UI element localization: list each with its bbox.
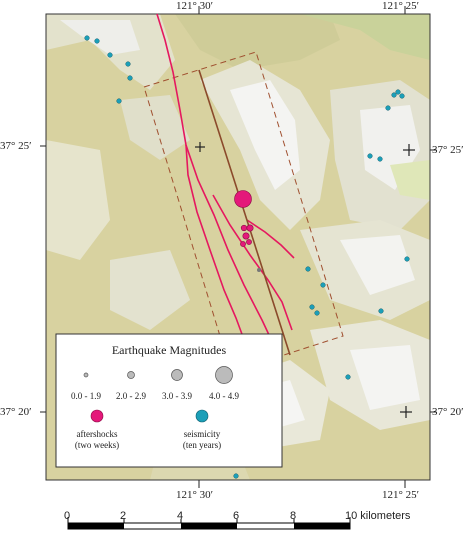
coord-top-left: 121° 30′ <box>176 0 214 12</box>
coord-top-right: 121° 25′ <box>382 0 420 12</box>
legend-seismicity-symbol <box>195 409 209 423</box>
legend-range-2: 2.0 - 2.9 <box>116 391 146 401</box>
seismicity-points <box>84 35 410 479</box>
legend-magnitude-symbols <box>83 366 233 384</box>
scale-end-label: 10 kilometers <box>345 510 411 522</box>
legend-title: Earthquake Magnitudes <box>111 343 227 357</box>
study-area-box <box>143 51 344 373</box>
scale-tick-0: 0 <box>64 510 71 522</box>
legend-range-1: 0.0 - 1.9 <box>71 391 101 401</box>
coord-left-upper: 37° 25′ <box>0 140 32 152</box>
legend-seismicity-sub: (ten years) <box>182 440 222 450</box>
graticule-crosses <box>195 142 415 418</box>
rupture-trace <box>198 69 291 356</box>
graticule-ticks <box>40 6 436 488</box>
scale-tick-8: 8 <box>290 510 297 522</box>
small-quake <box>257 268 261 272</box>
scale-tick-2: 2 <box>120 510 127 522</box>
scale-bar <box>67 517 351 530</box>
coord-bottom-right: 121° 25′ <box>382 489 420 501</box>
legend-box <box>55 333 283 468</box>
legend-seismicity-label: seismicity <box>183 429 221 439</box>
coord-bottom-left: 121° 30′ <box>176 489 214 501</box>
scale-tick-6: 6 <box>233 510 240 522</box>
legend-aftershock-symbol <box>90 409 104 423</box>
aftershock-points <box>234 190 254 247</box>
legend-range-4: 4.0 - 4.9 <box>209 391 239 401</box>
legend-range-3: 3.0 - 3.9 <box>162 391 192 401</box>
scale-tick-4: 4 <box>177 510 184 522</box>
coord-right-upper: 37° 25′ <box>432 144 464 156</box>
legend-aftershocks-sub: (two weeks) <box>74 440 120 450</box>
faults <box>156 13 295 353</box>
legend-aftershocks-label: aftershocks <box>76 429 118 439</box>
coord-right-lower: 37° 20′ <box>432 406 464 418</box>
map-frame <box>45 13 431 481</box>
coord-left-lower: 37° 20′ <box>0 406 32 418</box>
